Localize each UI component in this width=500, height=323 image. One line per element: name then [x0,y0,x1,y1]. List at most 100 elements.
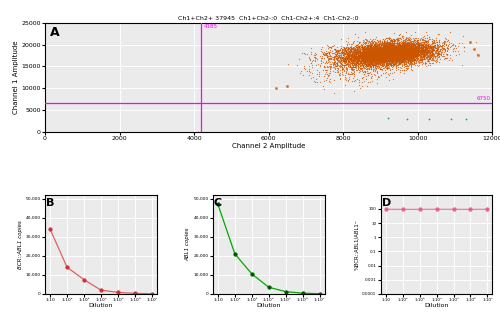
Point [360,59,368,65]
Point [386,50,394,55]
Point [352,50,360,55]
Point [382,57,390,62]
Point [408,49,416,54]
Point [380,43,388,48]
Point [362,52,370,57]
Point [426,42,434,47]
Point [360,47,368,52]
Point [404,48,411,53]
Point [414,51,422,57]
Point [365,50,373,55]
Point [398,58,406,64]
Point [394,64,402,69]
Point [351,51,359,56]
Point [407,50,415,56]
Point [436,47,444,52]
Point [374,58,382,64]
Point [363,47,371,52]
Point [398,52,406,57]
Point [391,53,399,58]
Point [350,88,358,93]
Point [354,50,362,56]
Point [356,54,364,59]
Point [394,43,402,48]
Point [334,50,342,55]
Point [396,51,404,57]
Point [424,44,432,49]
Point [424,56,432,61]
Point [379,48,387,53]
Text: A: A [50,26,59,39]
Point [396,55,404,60]
Point [400,41,408,46]
Point [376,61,384,66]
Point [367,48,375,53]
Point [348,50,356,55]
Point [375,59,383,64]
Point [376,47,384,53]
Point [438,44,446,49]
Point [342,48,349,53]
Point [380,43,388,48]
Point [366,60,374,65]
Point [381,51,389,56]
Point [314,71,322,77]
Point [417,50,425,56]
Point [383,45,391,50]
Point [348,59,356,65]
Point [377,57,385,62]
Point [421,46,429,51]
Point [415,53,423,58]
Point [358,68,366,73]
Point [374,58,382,63]
Point [354,54,362,59]
Point [444,42,452,47]
Point [413,50,421,55]
Point [400,48,407,53]
Point [350,54,358,59]
Point [392,61,400,66]
Point [396,44,404,49]
Point [398,50,406,55]
Point [354,53,362,58]
Point [434,47,442,52]
Point [390,51,398,56]
Point [392,53,400,58]
Point [357,55,365,60]
Point [374,43,382,48]
Point [376,54,384,59]
Point [416,57,424,62]
Point [402,47,410,53]
Point [362,58,370,63]
Point [400,47,408,53]
Point [393,52,401,57]
Point [375,51,383,57]
Point [364,46,372,51]
Point [358,60,366,65]
Point [392,50,400,56]
Point [354,56,362,61]
Point [382,49,390,55]
Point [390,48,398,53]
Point [404,49,412,55]
Point [400,42,408,47]
Point [393,47,401,52]
Point [412,46,420,51]
Point [301,66,309,71]
Point [368,60,376,65]
Point [351,53,359,58]
Point [376,44,384,49]
Point [406,52,414,57]
Point [379,58,387,64]
Point [369,53,377,58]
Point [378,51,386,57]
Point [372,42,380,47]
Point [390,61,398,66]
Point [368,47,376,52]
Point [382,53,390,58]
Point [348,53,356,58]
Point [368,60,376,65]
Point [433,56,441,61]
Point [390,57,398,62]
Point [364,73,372,78]
